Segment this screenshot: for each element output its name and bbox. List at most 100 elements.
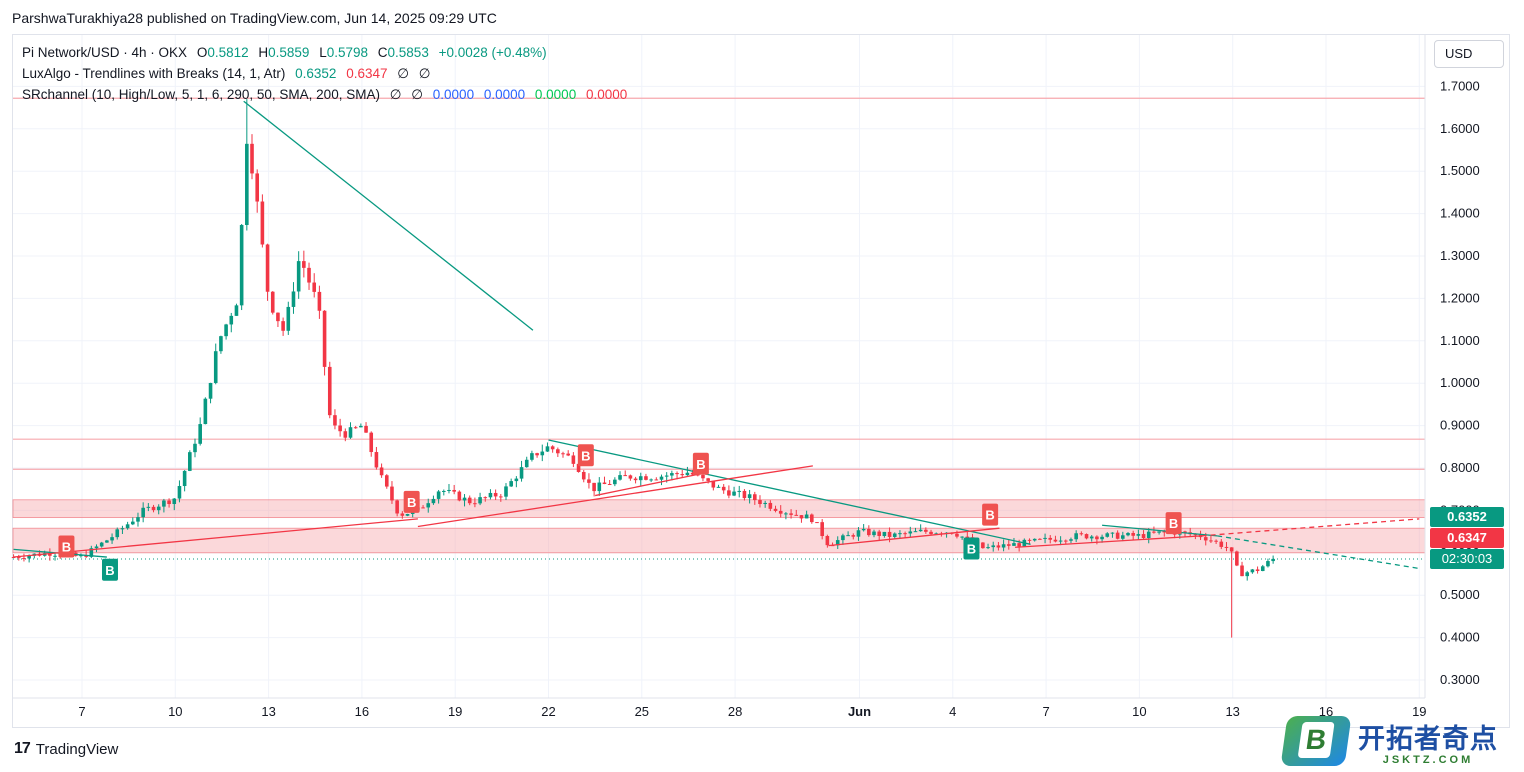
candle-body bbox=[224, 324, 228, 337]
candle-body bbox=[711, 480, 716, 488]
candle-body bbox=[99, 542, 104, 547]
price-axis: 1.7000 1.6000 1.5000 1.4000 1.3000 1.2000 1.10… bbox=[1424, 35, 1480, 698]
break-label-text: B bbox=[1169, 516, 1178, 531]
candle-body bbox=[602, 482, 607, 485]
break-label-box bbox=[692, 452, 709, 475]
luxalgo-name[interactable]: LuxAlgo - Trendlines with Breaks (14, 1,… bbox=[22, 66, 286, 81]
price-tick-label: 1.1000 bbox=[1440, 333, 1480, 348]
candle-body bbox=[659, 476, 664, 480]
candle-body bbox=[695, 474, 700, 476]
candle-body bbox=[504, 486, 508, 497]
luxalgo-legend[interactable]: LuxAlgo - Trendlines with Breaks (14, 1,… bbox=[22, 66, 437, 82]
candle-body bbox=[664, 475, 669, 477]
time-tick-label: 16 bbox=[1319, 704, 1333, 719]
candle-body bbox=[364, 425, 368, 433]
candle-body bbox=[265, 244, 270, 292]
candle-body bbox=[499, 496, 503, 498]
break-label: B bbox=[982, 503, 999, 526]
candle-body bbox=[1079, 533, 1084, 535]
time-tick-label: 16 bbox=[355, 704, 369, 719]
candle-body bbox=[167, 500, 171, 505]
price-tick-label: 0.8000 bbox=[1440, 460, 1480, 475]
candle-body bbox=[618, 475, 622, 480]
candle-body bbox=[219, 336, 223, 352]
candle-body bbox=[1063, 540, 1068, 542]
time-tick-label: 7 bbox=[78, 704, 85, 719]
candle-body bbox=[742, 490, 747, 499]
candle-body bbox=[1017, 543, 1021, 547]
candle-body bbox=[514, 478, 519, 482]
candle-body bbox=[105, 540, 109, 543]
break-label-box bbox=[1165, 512, 1182, 535]
symbol-name[interactable]: Pi Network/USD · 4h · OKX bbox=[22, 45, 188, 60]
candle-body bbox=[302, 261, 306, 268]
candle-body bbox=[172, 498, 177, 505]
candle-body bbox=[768, 502, 773, 509]
candle-body bbox=[587, 479, 591, 483]
candle-body bbox=[188, 452, 192, 471]
break-label: B bbox=[58, 535, 75, 558]
candle-body bbox=[1074, 533, 1078, 540]
candle-body bbox=[431, 498, 436, 504]
candle-body bbox=[286, 306, 291, 331]
luxalgo-value-1: 0.6352 bbox=[295, 66, 337, 81]
break-label-box bbox=[403, 490, 420, 513]
candle-body bbox=[690, 472, 695, 475]
candle-body bbox=[1084, 534, 1089, 539]
candle-body bbox=[908, 531, 913, 534]
candle-body bbox=[524, 459, 529, 468]
candle-body bbox=[1240, 565, 1244, 577]
candle-body bbox=[727, 490, 731, 496]
candle-body bbox=[353, 427, 358, 429]
watermark-icon: B bbox=[1280, 716, 1352, 766]
candle-body bbox=[981, 542, 985, 549]
candle-body bbox=[441, 490, 446, 492]
candle-body bbox=[633, 478, 638, 481]
candle-body bbox=[535, 453, 539, 456]
candle-body bbox=[390, 486, 394, 501]
symbol-legend[interactable]: Pi Network/USD · 4h · OKX O0.5812 H0.585… bbox=[22, 45, 553, 60]
candle-body bbox=[815, 522, 819, 524]
srchannel-name[interactable]: SRchannel (10, High/Low, 5, 1, 6, 290, 5… bbox=[22, 87, 380, 102]
time-tick-label: Jun bbox=[848, 704, 871, 719]
candle-body bbox=[1105, 533, 1110, 537]
candle-body bbox=[1038, 538, 1042, 540]
candle-body bbox=[213, 351, 218, 383]
currency-button[interactable]: USD bbox=[1434, 40, 1504, 68]
candle-body bbox=[644, 476, 648, 480]
srchannel-legend[interactable]: SRchannel (10, High/Low, 5, 1, 6, 290, 5… bbox=[22, 87, 633, 103]
candle-body bbox=[136, 517, 140, 522]
break-label: B bbox=[963, 537, 980, 560]
time-tick-label: 4 bbox=[949, 704, 956, 719]
price-change: +0.0028 (+0.48%) bbox=[438, 45, 547, 60]
candle-body bbox=[607, 484, 612, 486]
trendline-red bbox=[595, 473, 698, 497]
break-label-text: B bbox=[581, 448, 590, 463]
candle-body bbox=[929, 531, 933, 535]
candle-body bbox=[649, 479, 653, 481]
candle-body bbox=[592, 482, 596, 492]
tradingview-logo[interactable]: 17 TradingView bbox=[14, 740, 118, 758]
candle-body bbox=[804, 514, 809, 519]
tradingview-icon: 17 bbox=[14, 740, 31, 757]
candle-body bbox=[234, 305, 239, 316]
luxalgo-value-3: ∅ bbox=[397, 66, 410, 81]
candle-body bbox=[752, 494, 757, 501]
candles bbox=[11, 99, 1275, 638]
price-tick-label: 0.5000 bbox=[1440, 587, 1480, 602]
candle-body bbox=[519, 467, 524, 479]
candle-body bbox=[571, 455, 576, 464]
publisher-line: ParshwaTurakhiya28 published on TradingV… bbox=[12, 10, 497, 26]
candle-body bbox=[613, 479, 617, 485]
candle-body bbox=[1048, 537, 1053, 540]
candle-body bbox=[623, 475, 628, 477]
tradingview-brand: TradingView bbox=[35, 740, 119, 758]
candle-body bbox=[462, 497, 467, 501]
trendline-green bbox=[548, 439, 1031, 545]
countdown-tag: 02:30:03 bbox=[1430, 549, 1504, 569]
srchannel-value-6: 0.0000 bbox=[585, 87, 628, 102]
candle-body bbox=[333, 415, 337, 426]
candle-body bbox=[1157, 531, 1161, 533]
candle-body bbox=[322, 310, 327, 367]
